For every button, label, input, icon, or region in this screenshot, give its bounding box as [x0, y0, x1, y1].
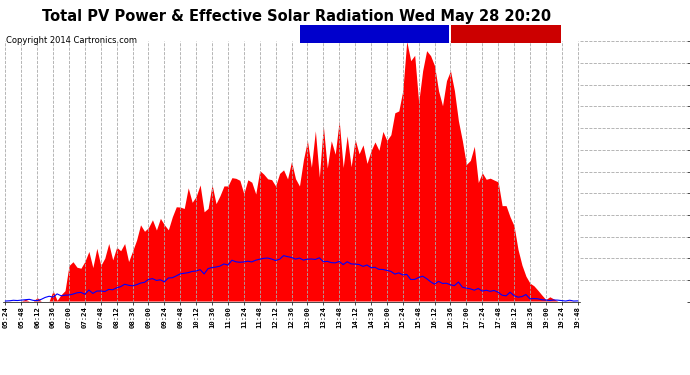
Text: Copyright 2014 Cartronics.com: Copyright 2014 Cartronics.com — [6, 36, 137, 45]
Text: Radiation (Effective W/m2): Radiation (Effective W/m2) — [303, 30, 433, 39]
Text: PV Panels (DC Watts): PV Panels (DC Watts) — [453, 30, 553, 39]
Text: Total PV Power & Effective Solar Radiation Wed May 28 20:20: Total PV Power & Effective Solar Radiati… — [42, 9, 551, 24]
